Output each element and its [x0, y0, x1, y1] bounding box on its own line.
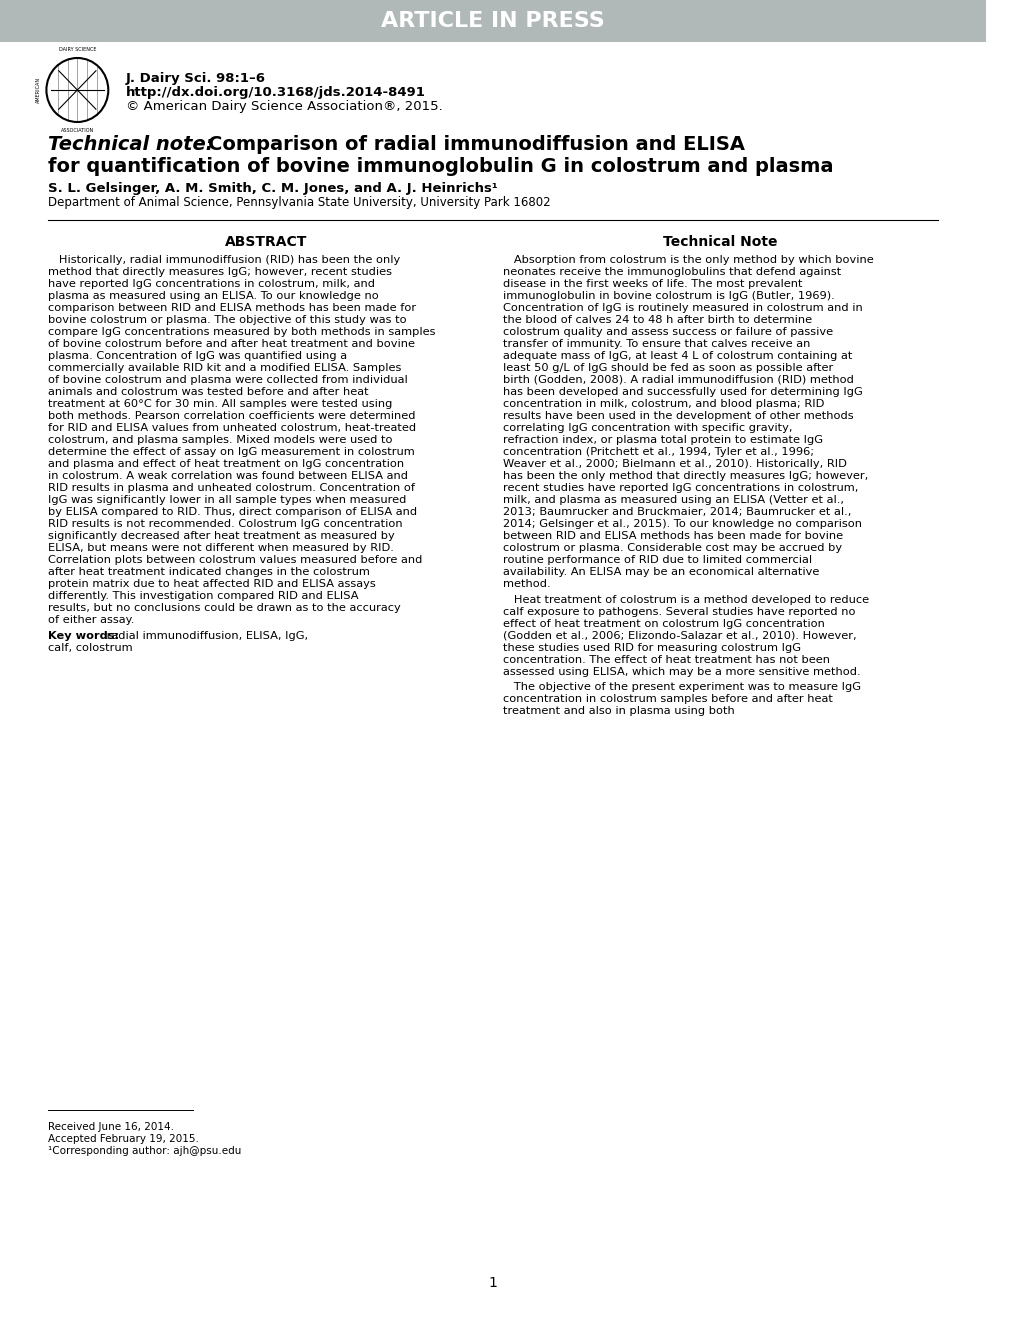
Text: of either assay.: of either assay. — [48, 615, 135, 624]
Text: after heat treatment indicated changes in the colostrum: after heat treatment indicated changes i… — [48, 568, 370, 577]
Text: Received June 16, 2014.: Received June 16, 2014. — [48, 1122, 174, 1133]
Text: availability. An ELISA may be an economical alternative: availability. An ELISA may be an economi… — [502, 568, 818, 577]
Text: animals and colostrum was tested before and after heat: animals and colostrum was tested before … — [48, 387, 369, 397]
Text: by ELISA compared to RID. Thus, direct comparison of ELISA and: by ELISA compared to RID. Thus, direct c… — [48, 507, 417, 517]
Text: in colostrum. A weak correlation was found between ELISA and: in colostrum. A weak correlation was fou… — [48, 471, 408, 480]
Text: IgG was significantly lower in all sample types when measured: IgG was significantly lower in all sampl… — [48, 495, 407, 506]
Text: has been developed and successfully used for determining IgG: has been developed and successfully used… — [502, 387, 862, 397]
Text: radial immunodiffusion, ELISA, IgG,: radial immunodiffusion, ELISA, IgG, — [103, 631, 309, 642]
Text: (Godden et al., 2006; Elizondo-Salazar et al., 2010). However,: (Godden et al., 2006; Elizondo-Salazar e… — [502, 631, 856, 640]
Text: concentration (Pritchett et al., 1994, Tyler et al., 1996;: concentration (Pritchett et al., 1994, T… — [502, 447, 813, 457]
Text: for RID and ELISA values from unheated colostrum, heat-treated: for RID and ELISA values from unheated c… — [48, 422, 416, 433]
Text: method.: method. — [502, 579, 550, 589]
Text: milk, and plasma as measured using an ELISA (Vetter et al.,: milk, and plasma as measured using an EL… — [502, 495, 843, 506]
Text: treatment and also in plasma using both: treatment and also in plasma using both — [502, 706, 734, 717]
Text: plasma. Concentration of IgG was quantified using a: plasma. Concentration of IgG was quantif… — [48, 351, 347, 360]
Text: J. Dairy Sci. 98:1–6: J. Dairy Sci. 98:1–6 — [125, 73, 265, 84]
Text: bovine colostrum or plasma. The objective of this study was to: bovine colostrum or plasma. The objectiv… — [48, 315, 407, 325]
Text: transfer of immunity. To ensure that calves receive an: transfer of immunity. To ensure that cal… — [502, 339, 809, 348]
Text: both methods. Pearson correlation coefficients were determined: both methods. Pearson correlation coeffi… — [48, 411, 416, 421]
Text: RID results is not recommended. Colostrum IgG concentration: RID results is not recommended. Colostru… — [48, 519, 403, 529]
Text: Heat treatment of colostrum is a method developed to reduce: Heat treatment of colostrum is a method … — [502, 594, 868, 605]
Text: Weaver et al., 2000; Bielmann et al., 2010). Historically, RID: Weaver et al., 2000; Bielmann et al., 20… — [502, 459, 846, 469]
Text: immunoglobulin in bovine colostrum is IgG (Butler, 1969).: immunoglobulin in bovine colostrum is Ig… — [502, 290, 834, 301]
Text: Key words:: Key words: — [48, 631, 119, 642]
Text: Concentration of IgG is routinely measured in colostrum and in: Concentration of IgG is routinely measur… — [502, 304, 862, 313]
Text: compare IgG concentrations measured by both methods in samples: compare IgG concentrations measured by b… — [48, 327, 435, 337]
Text: ELISA, but means were not different when measured by RID.: ELISA, but means were not different when… — [48, 543, 393, 553]
Text: for quantification of bovine immunoglobulin G in colostrum and plasma: for quantification of bovine immunoglobu… — [48, 157, 833, 176]
Text: AMERICAN: AMERICAN — [36, 77, 41, 103]
Text: determine the effect of assay on IgG measurement in colostrum: determine the effect of assay on IgG mea… — [48, 447, 415, 457]
Text: comparison between RID and ELISA methods has been made for: comparison between RID and ELISA methods… — [48, 304, 416, 313]
Text: protein matrix due to heat affected RID and ELISA assays: protein matrix due to heat affected RID … — [48, 579, 376, 589]
Text: neonates receive the immunoglobulins that defend against: neonates receive the immunoglobulins tha… — [502, 267, 841, 277]
Text: Technical Note: Technical Note — [662, 235, 776, 249]
Text: ASSOCIATION: ASSOCIATION — [61, 128, 94, 133]
Text: Historically, radial immunodiffusion (RID) has been the only: Historically, radial immunodiffusion (RI… — [48, 255, 400, 265]
Text: The objective of the present experiment was to measure IgG: The objective of the present experiment … — [502, 682, 860, 692]
Text: these studies used RID for measuring colostrum IgG: these studies used RID for measuring col… — [502, 643, 800, 652]
Text: calf, colostrum: calf, colostrum — [48, 643, 132, 653]
Text: results have been used in the development of other methods: results have been used in the developmen… — [502, 411, 853, 421]
Text: commercially available RID kit and a modified ELISA. Samples: commercially available RID kit and a mod… — [48, 363, 401, 374]
Text: correlating IgG concentration with specific gravity,: correlating IgG concentration with speci… — [502, 422, 792, 433]
Text: birth (Godden, 2008). A radial immunodiffusion (RID) method: birth (Godden, 2008). A radial immunodif… — [502, 375, 853, 385]
Text: and plasma and effect of heat treatment on IgG concentration: and plasma and effect of heat treatment … — [48, 459, 405, 469]
Text: Accepted February 19, 2015.: Accepted February 19, 2015. — [48, 1134, 199, 1144]
Text: assessed using ELISA, which may be a more sensitive method.: assessed using ELISA, which may be a mor… — [502, 667, 860, 677]
Text: calf exposure to pathogens. Several studies have reported no: calf exposure to pathogens. Several stud… — [502, 607, 855, 616]
Text: Department of Animal Science, Pennsylvania State University, University Park 168: Department of Animal Science, Pennsylvan… — [48, 195, 550, 209]
Text: Correlation plots between colostrum values measured before and: Correlation plots between colostrum valu… — [48, 554, 422, 565]
Text: ¹Corresponding author: ajh@psu.edu: ¹Corresponding author: ajh@psu.edu — [48, 1146, 242, 1156]
Text: effect of heat treatment on colostrum IgG concentration: effect of heat treatment on colostrum Ig… — [502, 619, 823, 628]
Text: concentration in milk, colostrum, and blood plasma; RID: concentration in milk, colostrum, and bl… — [502, 399, 823, 409]
Text: concentration in colostrum samples before and after heat: concentration in colostrum samples befor… — [502, 694, 832, 704]
Text: disease in the first weeks of life. The most prevalent: disease in the first weeks of life. The … — [502, 279, 802, 289]
Text: S. L. Gelsinger, A. M. Smith, C. M. Jones, and A. J. Heinrichs¹: S. L. Gelsinger, A. M. Smith, C. M. Jone… — [48, 182, 497, 195]
Text: significantly decreased after heat treatment as measured by: significantly decreased after heat treat… — [48, 531, 394, 541]
Text: RID results in plasma and unheated colostrum. Concentration of: RID results in plasma and unheated colos… — [48, 483, 415, 492]
Text: of bovine colostrum before and after heat treatment and bovine: of bovine colostrum before and after hea… — [48, 339, 415, 348]
Text: concentration. The effect of heat treatment has not been: concentration. The effect of heat treatm… — [502, 655, 829, 664]
Text: differently. This investigation compared RID and ELISA: differently. This investigation compared… — [48, 591, 359, 601]
Text: routine performance of RID due to limited commercial: routine performance of RID due to limite… — [502, 554, 811, 565]
Text: Technical note:: Technical note: — [48, 135, 214, 154]
Text: colostrum, and plasma samples. Mixed models were used to: colostrum, and plasma samples. Mixed mod… — [48, 436, 392, 445]
Text: the blood of calves 24 to 48 h after birth to determine: the blood of calves 24 to 48 h after bir… — [502, 315, 811, 325]
Text: © American Dairy Science Association®, 2015.: © American Dairy Science Association®, 2… — [125, 100, 442, 114]
Text: method that directly measures IgG; however, recent studies: method that directly measures IgG; howev… — [48, 267, 392, 277]
Text: ABSTRACT: ABSTRACT — [224, 235, 307, 249]
Text: treatment at 60°C for 30 min. All samples were tested using: treatment at 60°C for 30 min. All sample… — [48, 399, 392, 409]
Text: adequate mass of IgG, at least 4 L of colostrum containing at: adequate mass of IgG, at least 4 L of co… — [502, 351, 851, 360]
Text: results, but no conclusions could be drawn as to the accuracy: results, but no conclusions could be dra… — [48, 603, 400, 612]
Text: ARTICLE IN PRESS: ARTICLE IN PRESS — [381, 11, 604, 30]
Text: plasma as measured using an ELISA. To our knowledge no: plasma as measured using an ELISA. To ou… — [48, 290, 379, 301]
Text: 2013; Baumrucker and Bruckmaier, 2014; Baumrucker et al.,: 2013; Baumrucker and Bruckmaier, 2014; B… — [502, 507, 850, 517]
Text: have reported IgG concentrations in colostrum, milk, and: have reported IgG concentrations in colo… — [48, 279, 375, 289]
Text: between RID and ELISA methods has been made for bovine: between RID and ELISA methods has been m… — [502, 531, 842, 541]
Text: refraction index, or plasma total protein to estimate IgG: refraction index, or plasma total protei… — [502, 436, 822, 445]
Text: has been the only method that directly measures IgG; however,: has been the only method that directly m… — [502, 471, 867, 480]
Text: colostrum or plasma. Considerable cost may be accrued by: colostrum or plasma. Considerable cost m… — [502, 543, 841, 553]
Text: DAIRY SCIENCE: DAIRY SCIENCE — [58, 48, 96, 51]
Text: 2014; Gelsinger et al., 2015). To our knowledge no comparison: 2014; Gelsinger et al., 2015). To our kn… — [502, 519, 861, 529]
Text: recent studies have reported IgG concentrations in colostrum,: recent studies have reported IgG concent… — [502, 483, 857, 492]
FancyBboxPatch shape — [0, 0, 985, 42]
Text: colostrum quality and assess success or failure of passive: colostrum quality and assess success or … — [502, 327, 833, 337]
Text: Comparison of radial immunodiffusion and ELISA: Comparison of radial immunodiffusion and… — [208, 135, 744, 154]
Text: least 50 g/L of IgG should be fed as soon as possible after: least 50 g/L of IgG should be fed as soo… — [502, 363, 833, 374]
Text: 1: 1 — [488, 1276, 497, 1290]
Text: Absorption from colostrum is the only method by which bovine: Absorption from colostrum is the only me… — [502, 255, 872, 265]
Text: http://dx.doi.org/10.3168/jds.2014-8491: http://dx.doi.org/10.3168/jds.2014-8491 — [125, 86, 425, 99]
Text: of bovine colostrum and plasma were collected from individual: of bovine colostrum and plasma were coll… — [48, 375, 408, 385]
